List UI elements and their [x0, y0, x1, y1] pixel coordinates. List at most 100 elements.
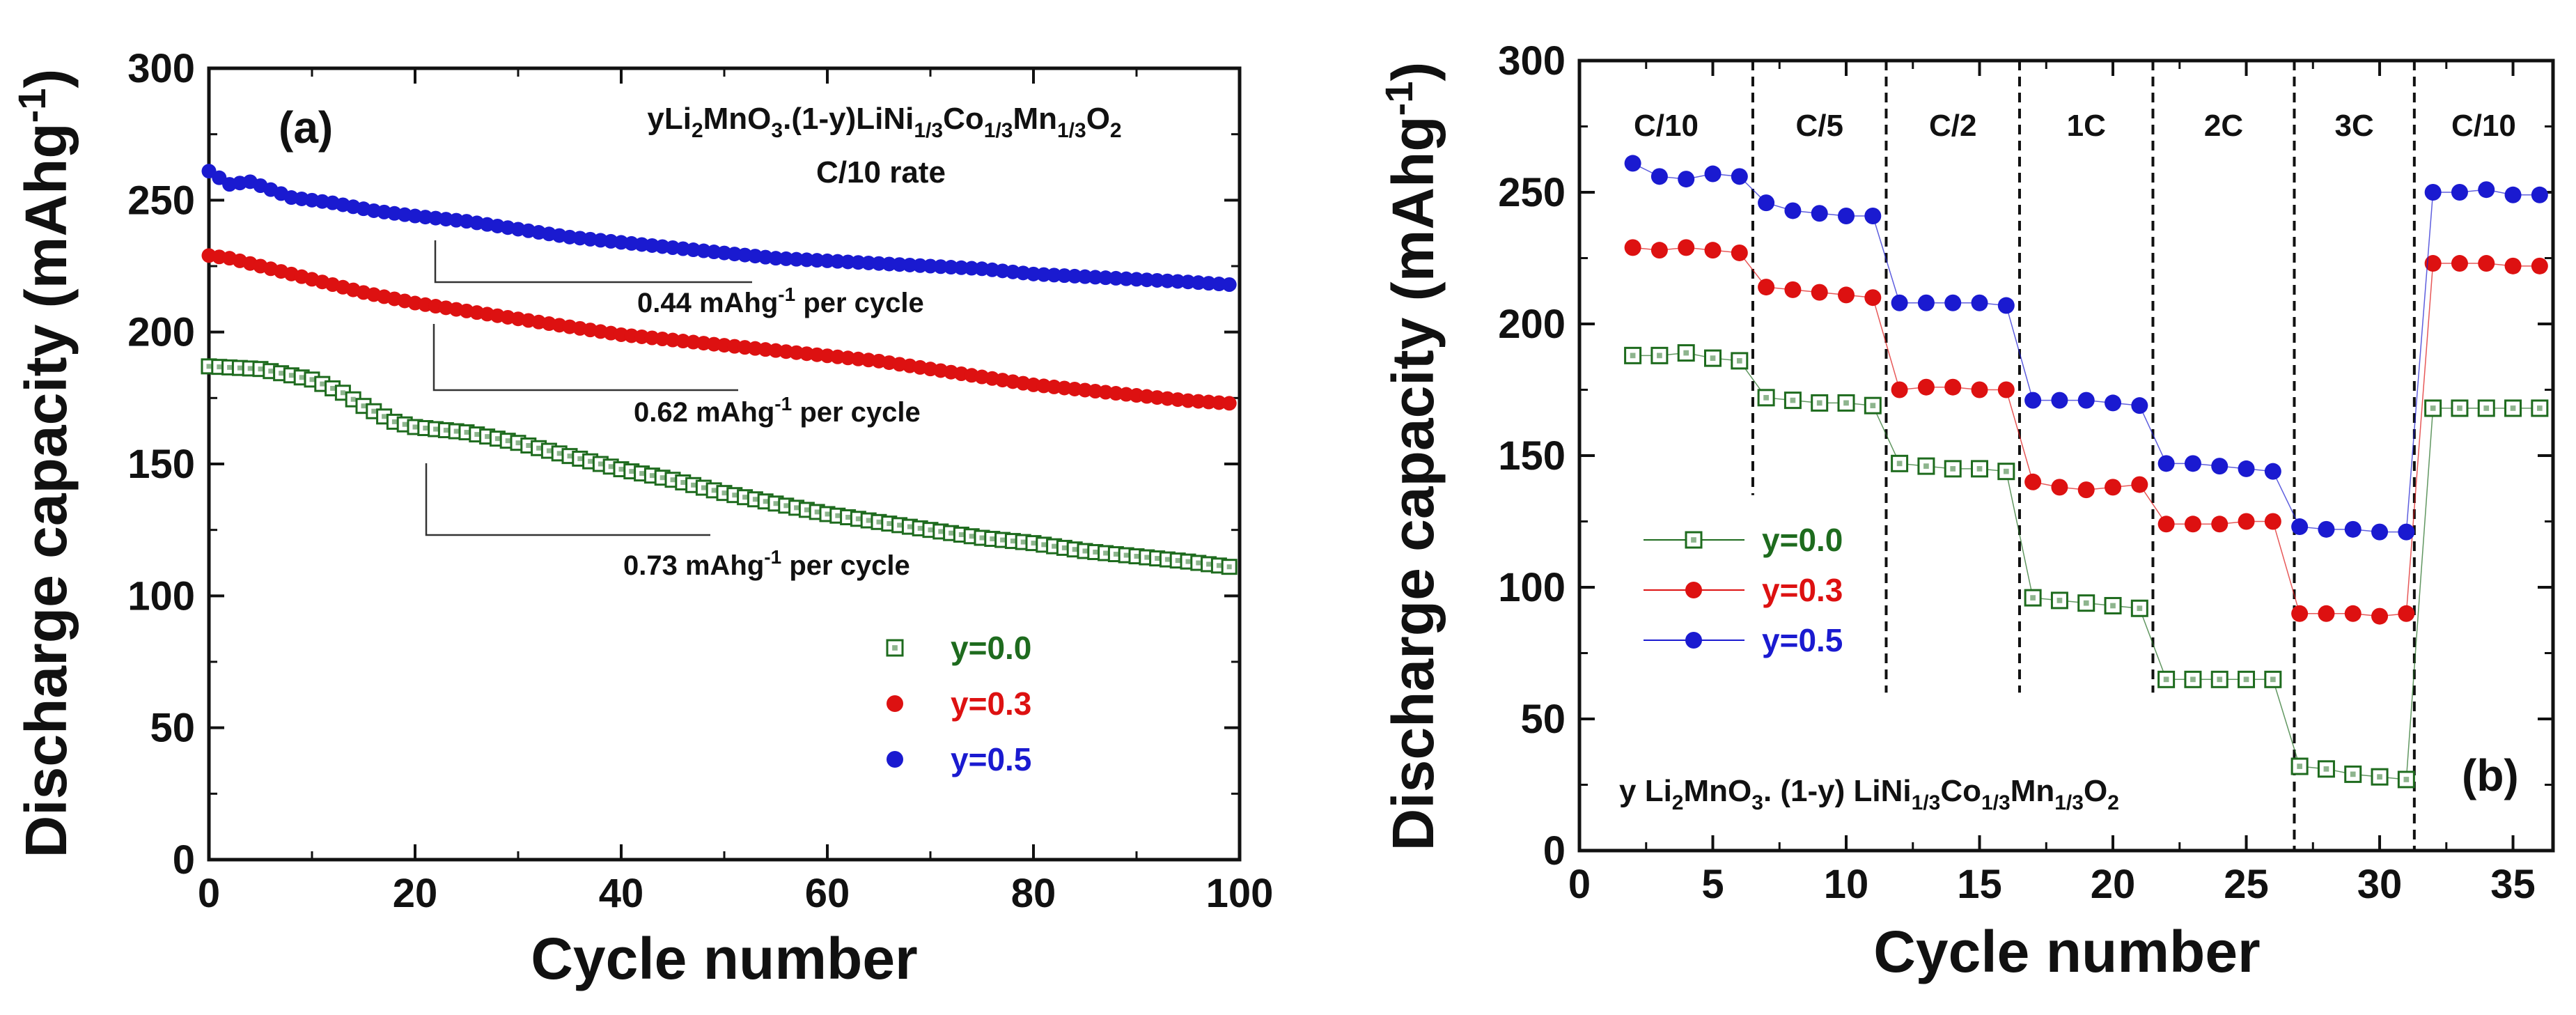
data-point	[1917, 294, 1935, 311]
legend-label-y03: y=0.3	[1762, 572, 1843, 608]
panel-a-x-tick-label: 60	[805, 871, 850, 916]
data-point	[2344, 520, 2362, 538]
data-point	[2291, 605, 2309, 622]
panel-b-rate-labels: C/10 C/5 C/2 1C 2C 3C C/10	[1634, 109, 2516, 143]
data-point	[2477, 399, 2495, 417]
data-point	[964, 261, 979, 276]
data-point	[2211, 458, 2228, 475]
data-point	[923, 258, 938, 274]
panel-a-subtitle: C/10 rate	[816, 155, 946, 189]
data-point	[2238, 670, 2256, 688]
rate-label-2c-4: 2C	[2204, 109, 2243, 143]
slope-guide-y03	[432, 324, 738, 392]
data-point	[1917, 457, 1935, 475]
panel-a-y-tick-label: 300	[127, 46, 195, 91]
panel-a-y-tick-label: 250	[127, 178, 195, 223]
data-point	[1704, 349, 1722, 367]
panel-a-x-axis-title: Cycle number	[531, 926, 918, 991]
panel-b-series	[1624, 155, 2549, 789]
data-point	[1678, 239, 1695, 256]
data-point	[2531, 399, 2549, 417]
panel-b-x-tick-label: 20	[2091, 862, 2136, 907]
data-point	[1757, 389, 1775, 407]
data-point	[1784, 281, 1802, 298]
data-point	[2451, 255, 2468, 272]
data-point	[2024, 589, 2042, 607]
data-point	[892, 257, 907, 272]
data-point	[809, 253, 825, 268]
data-point	[2451, 184, 2468, 201]
panel-b-y-tick-label: 200	[1498, 302, 1566, 347]
data-point	[2077, 594, 2095, 612]
panel-a-x-tick-label: 20	[393, 871, 438, 916]
data-point	[1047, 268, 1062, 283]
panel-b-label: (b)	[2462, 750, 2519, 800]
data-point	[2318, 605, 2335, 622]
panel-a-legend: y=0.0 y=0.3 y=0.5	[886, 630, 1031, 777]
data-point	[768, 251, 783, 266]
panel-b: 0 5 10 15 20 25 30 35 0 50 100 150 200 250 300 C/10 C/5…	[1377, 38, 2555, 984]
data-point	[2050, 591, 2068, 610]
data-point	[2504, 399, 2522, 417]
panel-a-series	[201, 164, 1238, 575]
panel-b-y-tick-label: 0	[1543, 828, 1566, 874]
data-point	[2104, 596, 2122, 614]
data-point	[1129, 272, 1144, 287]
data-point	[2131, 397, 2148, 414]
panel-a-y-tick-label: 150	[127, 442, 195, 487]
legend-marker-y03	[887, 695, 903, 712]
data-point	[1811, 394, 1829, 412]
data-point	[1624, 239, 1641, 256]
data-point	[1971, 460, 1989, 478]
data-point	[1624, 346, 1642, 364]
panel-b-y-tick-label: 250	[1498, 170, 1566, 215]
panel-a-series-y03	[201, 248, 1237, 411]
data-point	[2451, 399, 2469, 417]
data-point	[1036, 267, 1052, 282]
data-point	[2131, 476, 2148, 493]
data-point	[2264, 463, 2281, 480]
panel-a-series-y00	[201, 358, 1238, 575]
data-point	[2317, 760, 2335, 778]
data-point	[1891, 454, 1909, 472]
data-point	[2371, 768, 2389, 786]
panel-b-rate-boundaries	[1751, 61, 2416, 851]
data-point	[1784, 202, 1802, 219]
data-point	[1997, 297, 2015, 314]
rate-label-1c-3: 1C	[2067, 109, 2106, 143]
legend-label-y05: y=0.5	[1762, 622, 1843, 658]
data-point	[2290, 757, 2309, 775]
data-point	[1221, 559, 1238, 575]
data-point	[1944, 460, 1962, 478]
data-point	[2478, 255, 2495, 272]
panel-b-y-tick-label: 100	[1498, 565, 1566, 610]
panel-b-y-tick-label: 300	[1498, 38, 1566, 84]
data-point	[1624, 155, 1641, 172]
panel-a-y-tick-label: 0	[173, 837, 195, 883]
rate-label-3c-5: 3C	[2335, 109, 2374, 143]
data-point	[1891, 381, 1908, 398]
panel-b-legend: y=0.0 y=0.3 y=0.5	[1644, 522, 1843, 658]
data-point	[944, 260, 959, 275]
data-point	[1221, 277, 1237, 293]
data-point	[2051, 479, 2068, 496]
data-point	[2210, 670, 2228, 688]
data-point	[1758, 279, 1775, 296]
legend-label-y03: y=0.3	[951, 685, 1031, 722]
data-point	[2344, 765, 2362, 783]
data-point	[2424, 255, 2442, 272]
data-point	[2238, 460, 2255, 477]
panel-b-series-y00	[1624, 344, 2549, 789]
slope-guide-y00	[425, 463, 710, 536]
data-point	[2077, 481, 2095, 499]
data-point	[820, 253, 835, 268]
data-point	[2291, 518, 2309, 536]
panel-a-title: yLi2MnO3.(1-y)LiNi1/3Co1/3Mn1/3O2	[647, 102, 1121, 142]
data-point	[1170, 274, 1185, 289]
data-point	[2318, 520, 2335, 538]
data-point	[2157, 455, 2175, 472]
data-point	[2077, 392, 2095, 409]
panel-b-x-tick-label: 10	[1824, 862, 1869, 907]
data-point	[1678, 171, 1695, 188]
panel-b-series-y05	[1624, 155, 2548, 541]
